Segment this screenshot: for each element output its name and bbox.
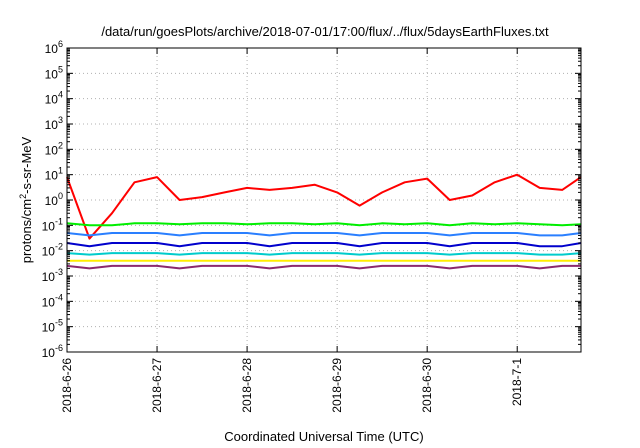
y-tick-label: 10-4: [42, 292, 63, 309]
chart-title: /data/run/goesPlots/archive/2018-07-01/1…: [101, 24, 549, 39]
y-axis-label-rest: -s-sr-MeV: [19, 136, 34, 193]
y-tick-label: 10-3: [42, 267, 63, 284]
y-tick-label: 106: [45, 39, 63, 56]
x-tick-label: 2018-6-29: [330, 358, 344, 413]
y-tick-label: 104: [45, 90, 63, 107]
series-line-2: [66, 222, 582, 227]
x-tick-label: 2018-6-26: [60, 358, 74, 413]
series-line-5: [66, 252, 582, 256]
series-layer: [66, 173, 582, 270]
series-line-4: [66, 242, 582, 248]
y-tick-label: 10-5: [42, 318, 63, 335]
series-line-7: [66, 264, 581, 270]
y-tick-label: 10-1: [42, 216, 63, 233]
y-axis-label-exponent: 2: [18, 194, 28, 199]
series-line-3: [66, 232, 582, 237]
x-tick-label: 2018-6-27: [150, 358, 164, 413]
y-tick-label: 100: [45, 191, 63, 208]
x-tick-label: 2018-6-30: [420, 358, 434, 413]
y-axis-label: protons/cm2-s-sr-MeV: [18, 136, 34, 263]
y-axis-ticks: 10-6 10-5 10-4 10-3 10-2 10-1 100 101 102 103 104 1…: [42, 39, 581, 360]
y-tick-label: 105: [45, 64, 63, 81]
x-axis-label: Coordinated Universal Time (UTC): [224, 429, 423, 444]
x-tick-label: 2018-7-1: [510, 358, 524, 406]
x-axis-ticks: 2018-6-26 2018-6-27 2018-6-28 2018-6-29 2018…: [60, 48, 524, 413]
grid-layer: [66, 48, 581, 352]
y-tick-label: 103: [45, 115, 63, 132]
y-tick-label: 101: [45, 166, 63, 183]
y-axis-label-unit: protons/cm: [19, 199, 34, 263]
y-tick-label: 10-6: [42, 343, 63, 360]
y-tick-label: 102: [45, 140, 63, 157]
x-tick-label: 2018-6-28: [240, 358, 254, 413]
y-tick-label: 10-2: [42, 242, 63, 259]
series-line-1: [66, 173, 582, 240]
